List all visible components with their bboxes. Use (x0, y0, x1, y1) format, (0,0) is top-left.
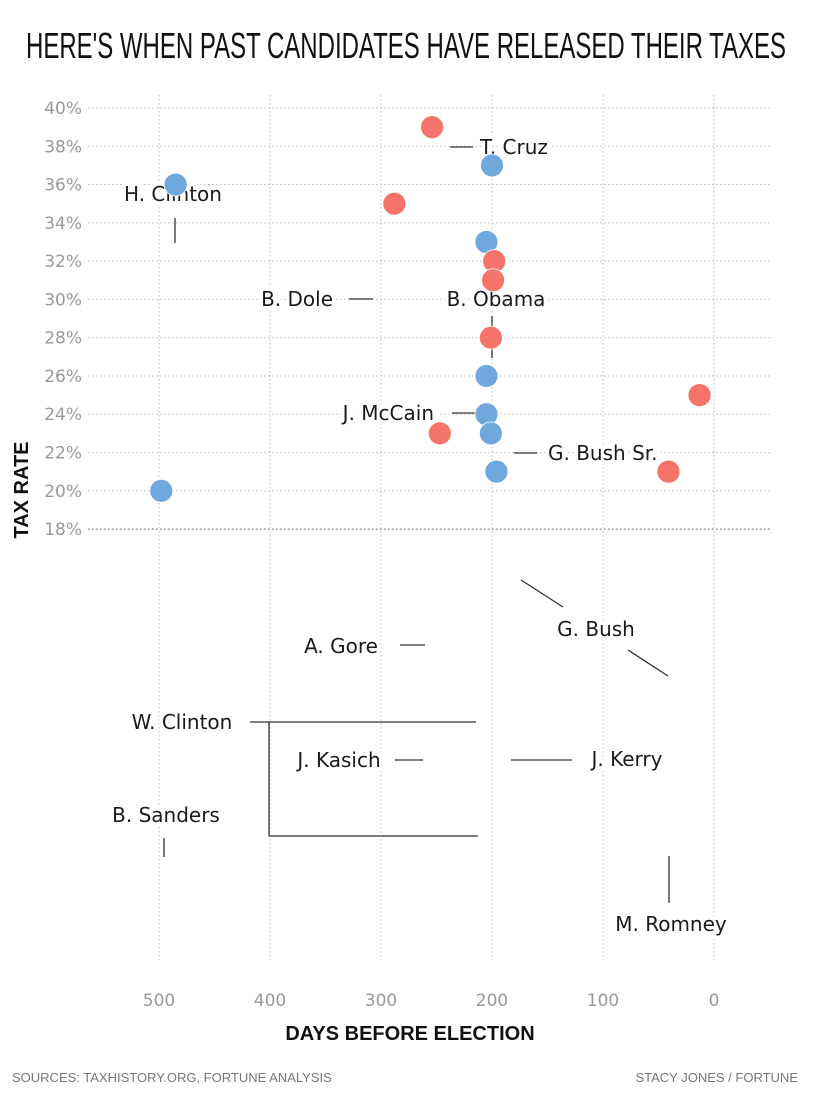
x-tick-labels: 500 400 300 200 100 0 (143, 991, 720, 1011)
data-point (478, 421, 503, 446)
y-tick-label: 30% (44, 290, 82, 310)
leader-line (520, 579, 564, 608)
y-tick-label: 34% (44, 214, 82, 234)
data-point (163, 172, 188, 197)
leader-lines (163, 146, 670, 903)
y-tick-label: 32% (44, 252, 82, 272)
footer-credit: STACY JONES / FORTUNE (635, 1070, 798, 1085)
x-tick-label: 300 (365, 991, 397, 1011)
data-point (481, 268, 506, 293)
point-label: B. Dole (261, 287, 333, 311)
y-tick-label: 40% (44, 99, 82, 119)
y-tick-label: 36% (44, 176, 82, 196)
x-tick-label: 0 (709, 991, 720, 1011)
data-point (474, 364, 499, 388)
x-tick-label: 200 (476, 991, 508, 1011)
chart-title: HERE'S WHEN PAST CANDIDATES HAVE RELEASE… (26, 25, 786, 66)
point-label: W. Clinton (132, 710, 233, 734)
data-point (478, 325, 503, 350)
y-tick-labels: 40% 38% 36% 34% 32% 30% 28% 26% 24% 22% 20% 18% (44, 99, 82, 540)
data-points (149, 115, 712, 503)
data-point (687, 383, 712, 408)
data-point (420, 115, 444, 140)
x-tick-label: 100 (587, 991, 619, 1011)
y-tick-label: 28% (44, 329, 82, 349)
footer-sources: SOURCES: TAXHISTORY.ORG, FORTUNE ANALYSI… (12, 1070, 332, 1085)
data-point (149, 478, 174, 503)
data-point (427, 421, 452, 446)
x-tick-label: 500 (143, 991, 175, 1011)
data-point (382, 191, 407, 216)
y-tick-label: 26% (44, 367, 82, 387)
y-tick-label: 24% (44, 405, 82, 425)
y-tick-label: 22% (44, 444, 82, 464)
y-tick-label: 38% (44, 137, 82, 157)
point-label: A. Gore (304, 634, 378, 658)
point-label: M. Romney (615, 912, 727, 936)
y-tick-label: 18% (44, 520, 82, 540)
leader-line (627, 649, 669, 677)
y-axis-title: TAX RATE (11, 441, 33, 538)
data-point (656, 459, 681, 484)
point-label: J. Kasich (295, 748, 380, 772)
point-label: J. Kerry (590, 747, 663, 771)
point-label: J. McCain (341, 401, 434, 425)
x-tick-label: 400 (254, 991, 286, 1011)
grid (88, 95, 770, 960)
point-label: G. Bush Sr. (548, 441, 658, 465)
point-label: B. Sanders (112, 803, 220, 827)
data-point (480, 153, 504, 178)
x-axis-title: DAYS BEFORE ELECTION (285, 1023, 534, 1045)
point-label: G. Bush (557, 617, 635, 641)
data-point (484, 459, 509, 484)
y-tick-label: 20% (44, 482, 82, 502)
